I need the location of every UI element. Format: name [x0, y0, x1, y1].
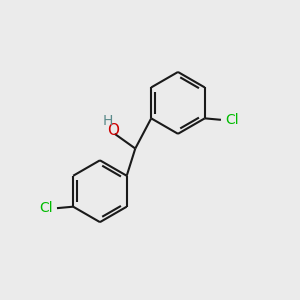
Text: Cl: Cl — [39, 201, 52, 215]
Text: O: O — [107, 123, 119, 138]
Text: H: H — [103, 114, 113, 128]
Text: Cl: Cl — [225, 113, 239, 127]
